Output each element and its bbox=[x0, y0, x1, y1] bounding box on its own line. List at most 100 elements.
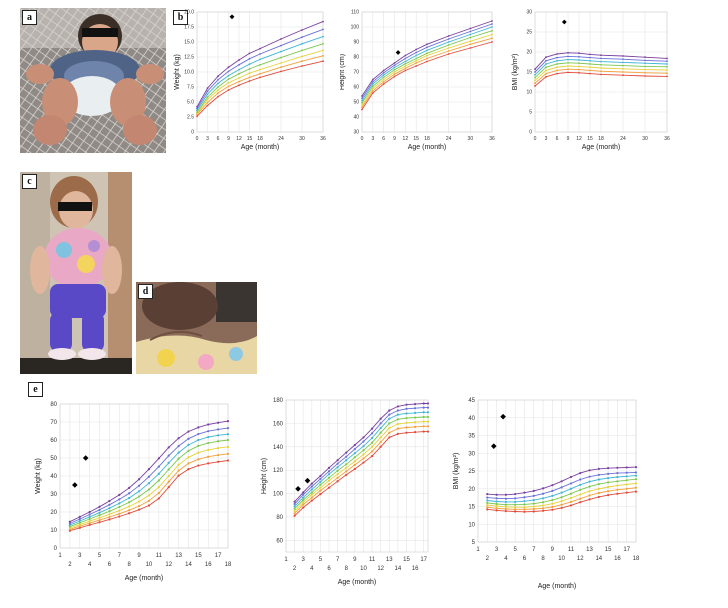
series-point bbox=[597, 491, 600, 495]
series-point bbox=[600, 70, 602, 73]
series-point bbox=[327, 476, 331, 479]
series-line bbox=[361, 34, 493, 106]
series-point bbox=[523, 508, 526, 511]
series-point bbox=[622, 58, 624, 61]
series-point bbox=[248, 80, 251, 82]
series-point bbox=[370, 445, 374, 448]
series-point bbox=[322, 28, 324, 31]
series-point bbox=[370, 427, 374, 430]
series-line bbox=[294, 421, 428, 512]
y-tick-label: 17.5 bbox=[184, 25, 194, 31]
series-point bbox=[426, 49, 428, 52]
series-point bbox=[625, 491, 628, 494]
series-point bbox=[78, 517, 81, 521]
series-point bbox=[616, 484, 619, 487]
series-point bbox=[147, 494, 151, 497]
series-point bbox=[644, 65, 646, 68]
y-tick-label: 30 bbox=[468, 451, 475, 457]
series-point bbox=[177, 445, 180, 448]
x-tick-label: 12 bbox=[403, 136, 409, 142]
series-point bbox=[217, 95, 219, 98]
series-point bbox=[108, 515, 111, 519]
series-point bbox=[556, 56, 558, 59]
series-point bbox=[157, 472, 160, 475]
y-tick-label: 15 bbox=[468, 505, 475, 511]
series-line bbox=[534, 52, 668, 70]
x-tick-label: 16 bbox=[412, 566, 419, 572]
x-tick-label: 13 bbox=[175, 553, 182, 559]
y-tick-label: 60 bbox=[353, 85, 359, 91]
series-point bbox=[362, 449, 365, 452]
series-point bbox=[666, 72, 668, 75]
series-point bbox=[217, 454, 220, 457]
series-point bbox=[634, 486, 638, 489]
series-point bbox=[128, 486, 131, 489]
series-point bbox=[551, 502, 554, 505]
series-line bbox=[361, 23, 493, 99]
series-point bbox=[293, 514, 296, 517]
x-tick-label: 12 bbox=[165, 562, 172, 568]
y-axis-label: Weight (kg) bbox=[174, 54, 181, 90]
series-point bbox=[207, 441, 210, 445]
panel-b-label-holder: b bbox=[171, 8, 189, 26]
series-point bbox=[147, 488, 151, 491]
series-point bbox=[405, 431, 408, 434]
series-point bbox=[226, 427, 230, 430]
series-point bbox=[607, 494, 610, 497]
series-point bbox=[607, 477, 610, 480]
x-tick-label: 14 bbox=[595, 556, 602, 562]
series-point bbox=[634, 474, 638, 477]
series-point bbox=[579, 497, 582, 500]
series-point bbox=[534, 82, 536, 85]
series-point bbox=[280, 50, 282, 53]
series-point bbox=[301, 42, 303, 45]
panel-label-a: a bbox=[22, 10, 37, 25]
x-axis-label: Age (month) bbox=[408, 144, 447, 151]
series-point bbox=[415, 65, 418, 67]
series-point bbox=[248, 52, 251, 55]
series-point bbox=[600, 73, 602, 76]
series-point bbox=[415, 59, 418, 62]
series-point bbox=[486, 503, 489, 507]
series-point bbox=[118, 509, 121, 512]
series-point bbox=[227, 81, 230, 84]
series-point bbox=[607, 472, 610, 475]
series-point bbox=[238, 72, 240, 75]
series-point bbox=[491, 20, 493, 22]
series-point bbox=[108, 513, 111, 516]
series-point bbox=[336, 480, 339, 483]
series-point bbox=[302, 493, 305, 496]
series-point bbox=[607, 467, 610, 470]
series-point bbox=[534, 73, 536, 76]
series-point bbox=[622, 64, 624, 67]
series-point bbox=[206, 101, 209, 104]
panel-label-e: e bbox=[28, 382, 43, 397]
series-point bbox=[388, 436, 391, 439]
series-point bbox=[196, 109, 198, 112]
x-tick-label: 10 bbox=[360, 566, 367, 572]
series-point bbox=[322, 35, 324, 38]
series-point bbox=[579, 472, 582, 475]
series-point bbox=[217, 421, 220, 424]
series-point bbox=[422, 415, 425, 419]
series-point bbox=[486, 499, 489, 502]
x-tick-label: 24 bbox=[446, 136, 452, 142]
series-point bbox=[310, 499, 313, 502]
series-point bbox=[280, 38, 282, 40]
x-tick-label: 7 bbox=[118, 553, 122, 559]
series-point bbox=[370, 436, 374, 440]
y-tick-label: 40 bbox=[353, 115, 359, 121]
series-point bbox=[197, 432, 200, 436]
series-point bbox=[556, 59, 558, 62]
series-point bbox=[302, 501, 305, 504]
x-tick-label: 6 bbox=[217, 136, 220, 142]
series-point bbox=[413, 431, 417, 434]
series-point bbox=[217, 86, 219, 88]
x-tick-label: 5 bbox=[98, 553, 102, 559]
series-point bbox=[532, 507, 535, 511]
patient-marker bbox=[561, 19, 567, 25]
series-point bbox=[495, 507, 498, 510]
x-tick-label: 17 bbox=[420, 557, 427, 563]
series-point bbox=[491, 26, 493, 28]
series-point bbox=[589, 59, 591, 62]
